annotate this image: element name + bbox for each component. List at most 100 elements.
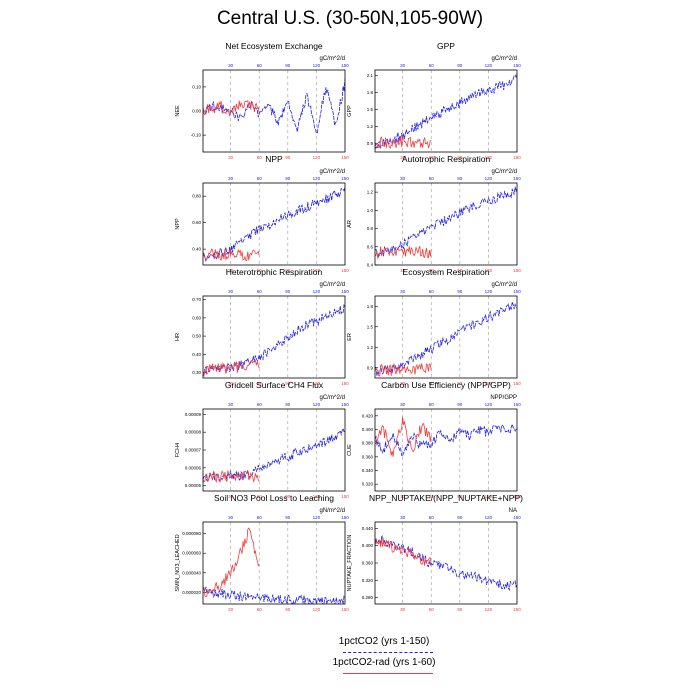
y-tick-label: 0.000040 [182, 570, 201, 575]
y-tick-label: 0.00006 [185, 465, 202, 470]
y-tick-label: 0.00 [192, 109, 201, 114]
y-tick-label: 0.30 [192, 370, 201, 375]
panel-title: GPP [437, 41, 455, 51]
panel-title: Soil NO3 Pool Loss to Leaching [214, 493, 334, 503]
x-tick-label-bottom: 30 [400, 155, 406, 160]
plot-frame [374, 408, 518, 492]
series-line-red [375, 416, 432, 457]
x-tick-label-bottom: 90 [285, 268, 291, 273]
x-tick-label-bottom: 150 [513, 607, 521, 612]
legend-red-label: 1pctCO2-rad (yrs 1-60) [332, 657, 436, 668]
y-axis-label: SMIN_NO3_LEACHED [175, 534, 181, 591]
y-tick-label: 1.8 [367, 304, 374, 309]
x-tick-label-top: 90 [457, 176, 463, 181]
x-tick-label-top: 60 [257, 515, 263, 520]
x-tick-label-top: 150 [513, 515, 521, 520]
x-tick-label-top: 60 [257, 402, 263, 407]
y-axis-label: AR [347, 220, 353, 228]
x-tick-label-bottom: 30 [228, 381, 234, 386]
y-tick-label: 1.5 [367, 107, 374, 112]
x-tick-label-bottom: 60 [429, 494, 435, 499]
panel-cue: Carbon Use Efficiency (NPP/GPP) NPP/GPP 30… [347, 380, 521, 499]
y-axis-label: ER [347, 333, 353, 341]
x-tick-label-bottom: 120 [485, 494, 493, 499]
y-tick-label: 0.00005 [185, 483, 202, 488]
panel-npp: NPP gC/m^2/d 30 30 60 60 90 90 120 120 150 150 0.80 0… [175, 154, 349, 273]
series-line-red [375, 246, 432, 260]
x-tick-label-bottom: 60 [429, 607, 435, 612]
x-tick-label-bottom: 90 [457, 381, 463, 386]
x-tick-label-bottom: 30 [228, 268, 234, 273]
x-tick-label-bottom: 60 [429, 155, 435, 160]
x-tick-label-top: 90 [285, 176, 291, 181]
panel-title: Carbon Use Efficiency (NPP/GPP) [381, 380, 511, 390]
y-tick-label: 1.2 [367, 345, 374, 350]
x-tick-label-top: 60 [429, 402, 435, 407]
y-tick-label: 1.0 [367, 208, 374, 213]
y-tick-label: 0.50 [192, 334, 201, 339]
x-tick-label-top: 90 [457, 515, 463, 520]
x-tick-label-bottom: 150 [341, 607, 349, 612]
series-line-blue [375, 423, 517, 457]
series-line-red [203, 100, 260, 117]
y-axis-label: HR [175, 333, 181, 341]
panel-units: gC/m^2/d [492, 56, 518, 62]
y-axis-label: FCH4 [175, 443, 181, 457]
y-tick-label: -0.10 [191, 133, 202, 138]
x-tick-label-bottom: 150 [513, 381, 521, 386]
x-tick-label-top: 90 [457, 63, 463, 68]
x-tick-label-bottom: 60 [257, 381, 263, 386]
x-tick-label-bottom: 120 [313, 494, 321, 499]
legend-red-line [343, 673, 433, 674]
y-tick-label: 0.420 [362, 413, 374, 418]
series-line-red [375, 538, 432, 566]
x-tick-label-bottom: 90 [285, 494, 291, 499]
series-line-red [375, 363, 432, 377]
y-tick-label: 0.400 [362, 543, 374, 548]
x-tick-label-top: 150 [341, 402, 349, 407]
y-axis-label: CUE [347, 444, 353, 456]
y-axis-label: NUPTAKE_FRACTION [347, 535, 353, 592]
x-tick-label-top: 150 [513, 176, 521, 181]
plot-frame [374, 521, 518, 605]
x-tick-label-bottom: 30 [400, 607, 406, 612]
y-tick-label: 0.6 [367, 244, 374, 249]
y-tick-label: 1.5 [367, 324, 374, 329]
x-tick-label-bottom: 60 [257, 607, 263, 612]
series-line-blue [375, 186, 517, 258]
y-axis-label: NEE [175, 105, 181, 117]
x-tick-label-bottom: 60 [257, 268, 263, 273]
x-tick-label-bottom: 90 [285, 155, 291, 160]
x-tick-label-bottom: 150 [513, 268, 521, 273]
series-line-blue [203, 78, 345, 134]
x-tick-label-top: 90 [457, 402, 463, 407]
y-tick-label: 2.1 [367, 73, 374, 78]
y-axis-label: NPP [175, 218, 181, 230]
x-tick-label-top: 30 [228, 402, 234, 407]
x-tick-label-top: 120 [313, 176, 321, 181]
x-tick-label-bottom: 150 [513, 494, 521, 499]
x-tick-label-top: 120 [485, 176, 493, 181]
x-tick-label-bottom: 90 [457, 155, 463, 160]
x-tick-label-top: 30 [400, 515, 406, 520]
x-tick-label-top: 30 [228, 176, 234, 181]
x-tick-label-top: 120 [313, 289, 321, 294]
x-tick-label-bottom: 90 [285, 607, 291, 612]
x-tick-label-bottom: 30 [400, 494, 406, 499]
x-tick-label-top: 150 [513, 289, 521, 294]
x-tick-label-bottom: 90 [457, 268, 463, 273]
x-tick-label-top: 150 [341, 289, 349, 294]
series-line-blue [375, 535, 517, 592]
series-line-blue [203, 186, 345, 263]
plot-frame [202, 295, 346, 379]
x-tick-label-top: 120 [313, 63, 321, 68]
x-tick-label-top: 30 [400, 176, 406, 181]
x-tick-label-bottom: 90 [457, 607, 463, 612]
panel-units: NPP/GPP [490, 395, 517, 401]
y-tick-label: 0.000060 [182, 551, 201, 556]
panel-units: gC/m^2/d [492, 282, 518, 288]
x-tick-label-bottom: 30 [228, 607, 234, 612]
panel-units: gN/m^2/d [320, 508, 346, 514]
